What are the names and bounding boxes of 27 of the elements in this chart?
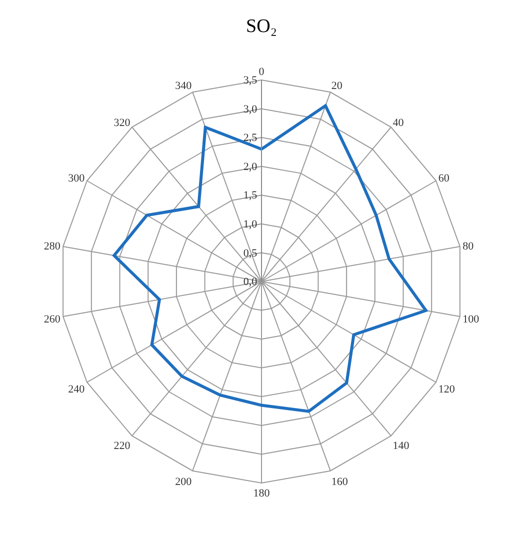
spoke-label: 160 bbox=[331, 476, 348, 488]
spoke-label: 260 bbox=[44, 314, 61, 326]
y-tick-label: 3,0 bbox=[243, 103, 258, 116]
y-tick-label: 2,0 bbox=[243, 160, 258, 173]
spoke-label: 300 bbox=[68, 172, 86, 185]
spoke-label: 220 bbox=[114, 440, 131, 452]
chart-title: SO₂ bbox=[246, 16, 277, 37]
spoke-label: 60 bbox=[438, 172, 450, 185]
y-tick-label: 1,0 bbox=[243, 218, 258, 231]
spoke-label: 40 bbox=[392, 116, 404, 129]
y-tick-label: 1,5 bbox=[243, 190, 258, 202]
y-tick-label: 0,5 bbox=[243, 247, 258, 260]
y-tick-label: 3,5 bbox=[243, 74, 258, 87]
spoke-label: 280 bbox=[44, 240, 61, 252]
spoke-label: 340 bbox=[175, 80, 192, 92]
spoke-label: 200 bbox=[175, 476, 192, 488]
spoke-label: 140 bbox=[392, 440, 410, 452]
spoke-label: 0 bbox=[258, 66, 265, 78]
spoke-label: 20 bbox=[331, 80, 343, 92]
y-tick-label: 0,0 bbox=[243, 276, 258, 288]
spoke-label: 320 bbox=[114, 116, 131, 129]
spoke-label: 120 bbox=[438, 383, 456, 396]
spoke-label: 240 bbox=[68, 383, 86, 396]
spoke-label: 100 bbox=[462, 314, 480, 326]
y-tick-label: 2,5 bbox=[243, 132, 258, 144]
spoke-label: 180 bbox=[253, 488, 270, 500]
spoke-label: 80 bbox=[462, 240, 474, 252]
